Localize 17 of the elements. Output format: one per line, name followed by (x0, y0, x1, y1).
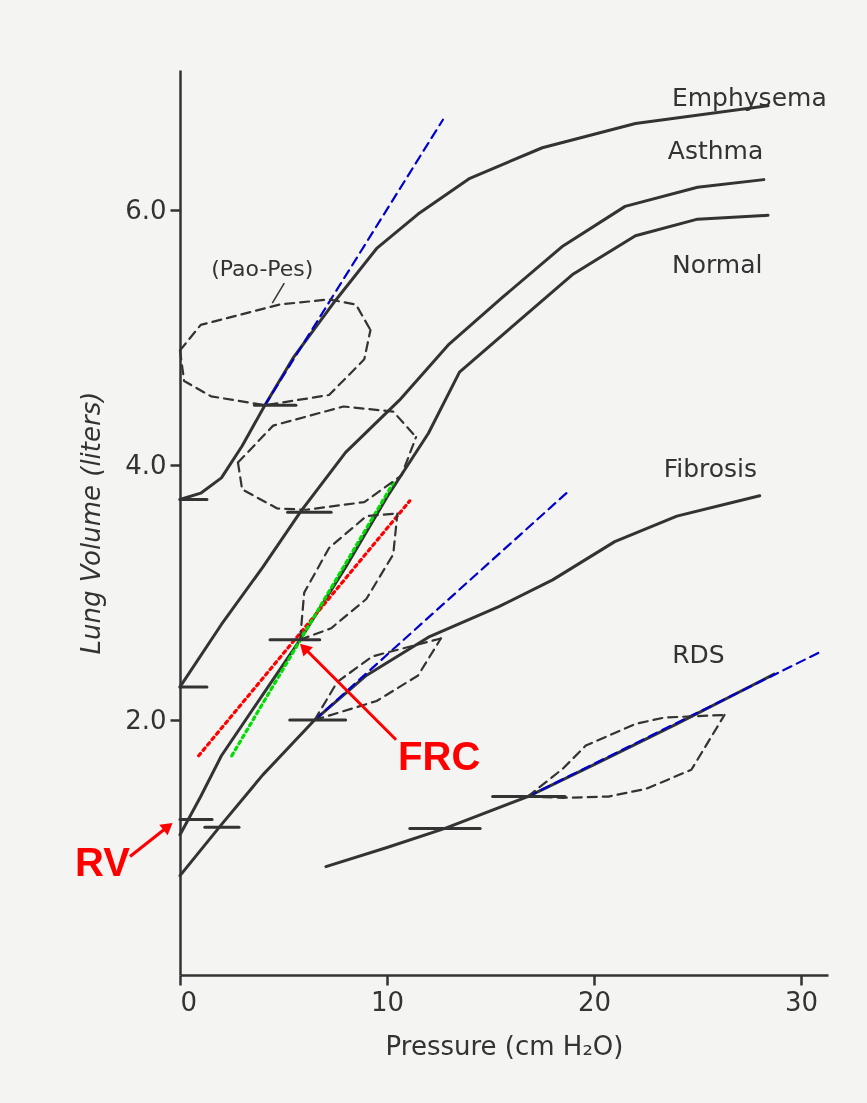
x-tick-label: 10 (370, 986, 405, 1017)
annotation: RV (75, 840, 131, 885)
annotation: FRC (398, 733, 481, 778)
x-tick-label: 0 (180, 986, 198, 1017)
series-label: Emphysema (671, 82, 827, 112)
y-tick-label: 2.0 (125, 704, 167, 735)
x-tick-label: 20 (578, 986, 612, 1017)
series-label: RDS (672, 640, 725, 670)
series-label: Asthma (667, 135, 764, 165)
annotation: (Pao-Pes) (211, 256, 314, 282)
x-tick-label: 30 (785, 986, 819, 1017)
series-label: Normal (671, 250, 763, 280)
y-tick-label: 4.0 (125, 449, 167, 480)
y-axis-title: Lung Volume (liters) (76, 391, 107, 655)
x-axis-title: Pressure (cm H₂O) (385, 1030, 624, 1061)
y-tick-label: 6.0 (125, 194, 167, 225)
series-label: Fibrosis (663, 453, 758, 483)
